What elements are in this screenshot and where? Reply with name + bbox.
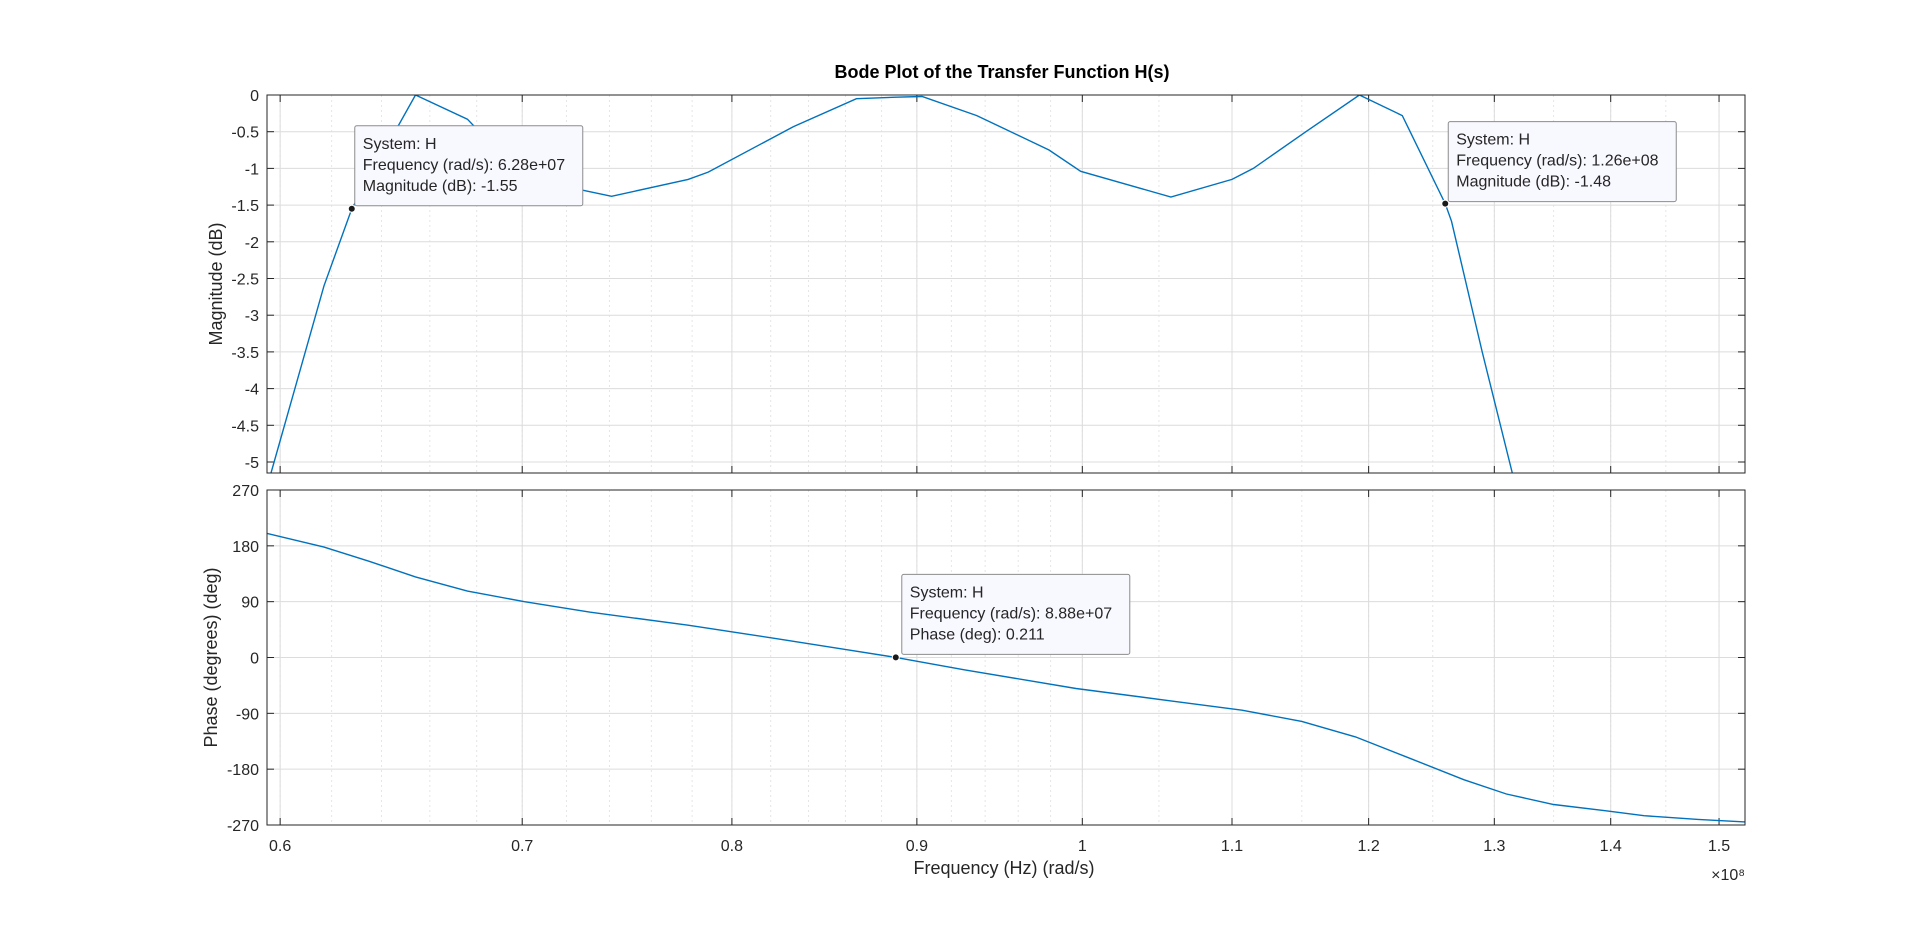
datatip-frequency: Frequency (rad/s): 1.26e+08 [1456, 153, 1658, 170]
y-tick-label: -2 [245, 235, 259, 252]
x-tick-label: 1.3 [1483, 838, 1505, 855]
y-tick-label: -2.5 [231, 271, 259, 288]
x-tick-label: 1.2 [1358, 838, 1380, 855]
y-tick-label: -0.5 [231, 125, 259, 142]
datatip-system: System: H [1456, 132, 1530, 149]
datatip-box [1447, 121, 1677, 203]
datatip-marker [1441, 199, 1450, 208]
x-tick-label: 0.6 [269, 838, 291, 855]
y-tick-label: -1.5 [231, 198, 259, 215]
datatip-box [901, 573, 1131, 655]
datatip-marker [347, 204, 356, 213]
datatip-value: Magnitude (dB): -1.48 [1456, 174, 1611, 191]
datatip-box [354, 125, 584, 207]
y-tick-label: -270 [227, 818, 259, 835]
y-tick-label: -3.5 [231, 345, 259, 362]
magnitude-panel[interactable]: 0 -0.5 -1 -1.5 -2 -2.5 -3 -3.5 -4 -4.5 -5 Magnitude… [206, 88, 1746, 474]
datatip-system: System: H [910, 584, 984, 601]
y-tick-label: 270 [232, 483, 259, 500]
x-tick-label: 0.9 [906, 838, 928, 855]
x-tick-label: 1.4 [1600, 838, 1622, 855]
phase-series-line [267, 532, 1745, 823]
y-tick-label: 0 [250, 651, 259, 668]
datatip-system: System: H [363, 136, 437, 153]
x-tick-label: 1.1 [1221, 838, 1243, 855]
y-tick-label: 90 [241, 595, 259, 612]
y-tick-label: -3 [245, 308, 259, 325]
x-tick-label: 1.5 [1708, 838, 1730, 855]
y-tick-label: -180 [227, 762, 259, 779]
phase-y-axis-label: Phase (degrees) (deg) [201, 567, 221, 747]
x-tick-label: 0.7 [511, 838, 533, 855]
magnitude-y-axis-label: Magnitude (dB) [206, 222, 226, 345]
y-tick-label: -90 [236, 706, 259, 723]
x-axis-label: Frequency (Hz) (rad/s) [913, 858, 1094, 878]
y-tick-label: 180 [232, 539, 259, 556]
datatip[interactable]: System: H Frequency (rad/s): 6.28e+07 Magn… [347, 125, 584, 213]
x-exponent-label: ×10⁸ [1711, 867, 1745, 884]
datatip[interactable]: System: H Frequency (rad/s): 1.26e+08 Magn… [1441, 121, 1677, 208]
datatip-frequency: Frequency (rad/s): 6.28e+07 [363, 157, 565, 174]
datatip-value: Phase (deg): 0.211 [910, 626, 1045, 643]
y-tick-label: -4.5 [231, 418, 259, 435]
y-tick-label: -4 [245, 382, 259, 399]
phase-axes-box [266, 489, 1746, 826]
y-tick-label: -1 [245, 161, 259, 178]
y-tick-label: 0 [250, 88, 259, 105]
datatip-value: Magnitude (dB): -1.55 [363, 178, 518, 195]
datatip-marker [891, 653, 900, 662]
phase-panel[interactable]: 0.6 0.7 0.8 0.9 1 1.1 1.2 1.3 1.4 1.5 270 180 90 0 -90… [201, 483, 1746, 855]
x-tick-label: 0.8 [721, 838, 743, 855]
x-tick-label: 1 [1078, 838, 1087, 855]
y-tick-label: -5 [245, 455, 259, 472]
magnitude-axes-box [266, 94, 1746, 474]
datatip[interactable]: System: H Frequency (rad/s): 8.88e+07 Phas… [891, 573, 1131, 662]
datatip-frequency: Frequency (rad/s): 8.88e+07 [910, 605, 1112, 622]
chart-title: Bode Plot of the Transfer Function H(s) [834, 62, 1169, 82]
